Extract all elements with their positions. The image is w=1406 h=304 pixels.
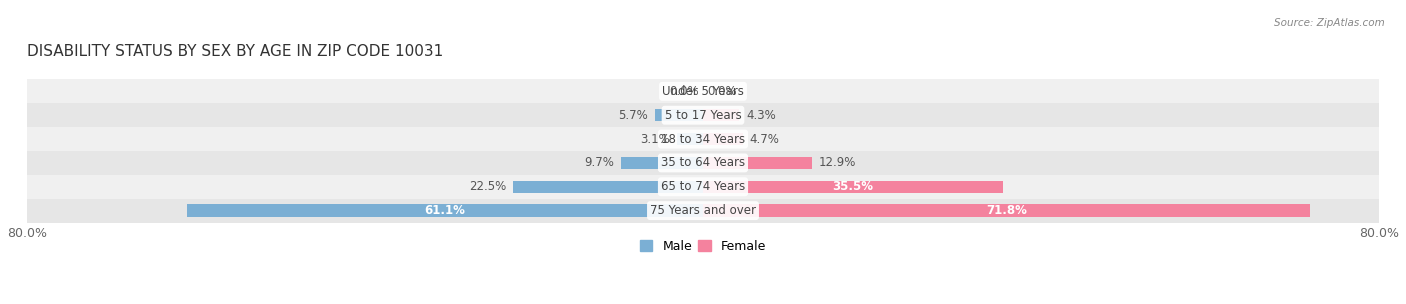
Bar xyxy=(703,204,1310,217)
Text: Source: ZipAtlas.com: Source: ZipAtlas.com xyxy=(1274,18,1385,28)
Text: 3.1%: 3.1% xyxy=(640,133,671,146)
Bar xyxy=(513,181,703,193)
Text: 75 Years and over: 75 Years and over xyxy=(650,204,756,217)
Bar xyxy=(703,109,740,121)
Text: Under 5 Years: Under 5 Years xyxy=(662,85,744,98)
Bar xyxy=(703,181,1002,193)
Text: 65 to 74 Years: 65 to 74 Years xyxy=(661,180,745,193)
Bar xyxy=(27,79,1379,103)
Text: 4.3%: 4.3% xyxy=(747,109,776,122)
Text: 35 to 64 Years: 35 to 64 Years xyxy=(661,157,745,169)
Text: 0.0%: 0.0% xyxy=(707,85,737,98)
Text: 22.5%: 22.5% xyxy=(468,180,506,193)
Text: 71.8%: 71.8% xyxy=(986,204,1026,217)
Text: 4.7%: 4.7% xyxy=(749,133,779,146)
Bar xyxy=(676,133,703,145)
Bar xyxy=(27,103,1379,127)
Bar xyxy=(621,157,703,169)
Bar xyxy=(655,109,703,121)
Text: 35.5%: 35.5% xyxy=(832,180,873,193)
Bar xyxy=(27,199,1379,223)
Text: 9.7%: 9.7% xyxy=(585,157,614,169)
Text: 0.0%: 0.0% xyxy=(669,85,699,98)
Text: DISABILITY STATUS BY SEX BY AGE IN ZIP CODE 10031: DISABILITY STATUS BY SEX BY AGE IN ZIP C… xyxy=(27,44,443,59)
Bar xyxy=(27,127,1379,151)
Text: 61.1%: 61.1% xyxy=(425,204,465,217)
Text: 5.7%: 5.7% xyxy=(619,109,648,122)
Text: 12.9%: 12.9% xyxy=(818,157,856,169)
Bar xyxy=(27,175,1379,199)
Legend: Male, Female: Male, Female xyxy=(636,236,770,256)
Bar xyxy=(27,151,1379,175)
Text: 5 to 17 Years: 5 to 17 Years xyxy=(665,109,741,122)
Bar xyxy=(187,204,703,217)
Bar xyxy=(703,157,813,169)
Bar xyxy=(703,133,742,145)
Text: 18 to 34 Years: 18 to 34 Years xyxy=(661,133,745,146)
